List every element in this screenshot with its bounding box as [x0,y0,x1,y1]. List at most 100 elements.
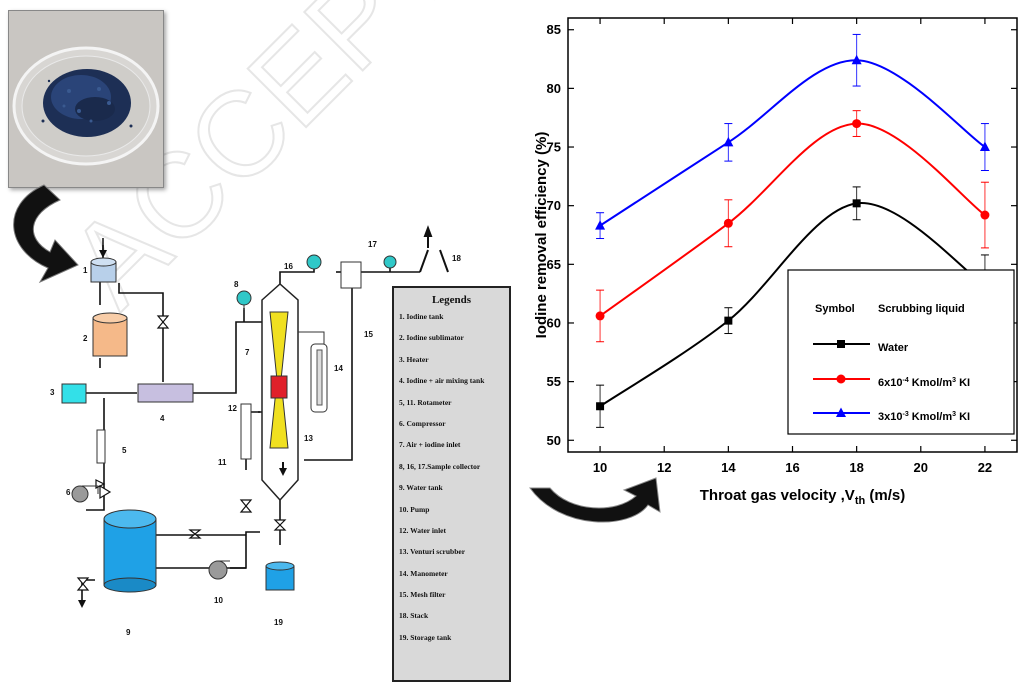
legend-header-symbol: Symbol [815,303,855,315]
sample-collector-16 [306,254,322,270]
label-5: 5 [122,446,127,455]
legend-item: 6. Compressor [399,418,446,428]
label-9: 9 [126,628,131,637]
legend-marker [836,407,846,417]
venturi-scrubber [261,282,299,502]
legend-marker [837,340,845,348]
x-axis-label: Throat gas velocity ,Vth (m/s) [700,487,905,507]
y-tick-label: 50 [547,433,561,448]
curved-arrow-diagram-to-chart [529,477,661,523]
valves [76,315,287,591]
diagram-legend-box: Legends 1. Iodine tank 2. Iodine sublima… [392,286,511,682]
legend-title: Legends [431,294,472,306]
legend-item: 13. Venturi scrubber [399,547,466,557]
legend-item: 19. Storage tank [399,632,452,642]
data-point [980,210,990,220]
y-tick-label: 85 [547,22,561,37]
data-point [595,311,605,321]
y-axis-label: Iodine removal efficiency (%) [533,132,550,339]
label-18: 18 [452,254,461,263]
legend-label: 3x10-3 Kmol/m3 KI [878,411,970,423]
venturi-scrubber-process-diagram [13,184,449,608]
y-tick-label: 80 [547,81,561,96]
water-tank [103,509,157,593]
legend-item: 18. Stack [399,611,429,621]
legend-marker [836,374,846,384]
data-point [979,141,990,152]
y-tick-label: 75 [547,140,561,155]
x-tick-label: 14 [721,460,736,475]
legend-item: 7. Air + iodine inlet [399,440,461,450]
series-line-0 [599,202,986,408]
x-tick-label: 10 [593,460,607,475]
stack [419,225,449,273]
label-13: 13 [304,434,313,443]
data-point [595,220,606,230]
iodine-crystals-photo [8,10,164,188]
label-11: 11 [218,458,227,467]
rotameter-11 [240,403,252,460]
legend-item: 5, 11. Rotameter [399,397,452,407]
data-point [851,54,862,65]
data-point [724,316,733,325]
series-line-1 [599,122,986,317]
manometer [298,331,328,413]
label-6: 6 [66,488,71,497]
label-8: 8 [234,280,239,289]
compressor [71,485,99,503]
efficiency-chart: 10 12 14 16 18 20 22 50 55 60 65 70 75 80 85 Iodine rem… [529,17,1018,523]
x-tick-label: 16 [785,460,799,475]
heater [61,383,87,404]
iodine-air-mixing-tank [137,383,194,403]
rotameter-5 [96,429,106,464]
chart-legend [787,269,1015,435]
legend-label: 6x10-4 Kmol/m3 KI [878,377,970,389]
label-15: 15 [364,330,373,339]
label-16: 16 [284,262,293,271]
legend-item: 4. Iodine + air mixing tank [399,376,485,386]
legend-header-liquid: Scrubbing liquid [878,303,965,315]
iodine-sublimator [92,312,128,357]
data-point [852,199,861,208]
label-10: 10 [214,596,223,605]
legend-item: 1. Iodine tank [399,312,444,321]
data-point [723,136,734,147]
x-tick-label: 20 [914,460,928,475]
legend-item: 14. Manometer [399,568,448,578]
legend-item: 2. Iodine sublimator [399,333,464,343]
x-tick-label: 22 [978,460,992,475]
label-7: 7 [245,348,250,357]
pump [208,560,230,580]
y-tick-label: 55 [547,374,561,389]
x-tick-label: 12 [657,460,671,475]
storage-tank [265,561,295,591]
label-12: 12 [228,404,237,413]
legend-item: 9. Water tank [399,483,443,493]
data-point [723,218,733,228]
label-1: 1 [83,266,88,275]
label-17: 17 [368,240,377,249]
legend-label: Water [878,342,909,354]
data-point [852,119,862,129]
y-tick-label: 65 [547,257,561,272]
label-2: 2 [83,334,88,343]
y-tick-label: 70 [547,198,561,213]
legend-item: 8, 16, 17.Sample collector [399,461,481,471]
y-tick-label: 60 [547,315,561,330]
data-point [596,402,605,411]
x-tick-label: 18 [849,460,863,475]
legend-item: 10. Pump [399,504,430,514]
label-4: 4 [160,414,165,423]
label-3: 3 [50,388,55,397]
mesh-filter [340,261,362,289]
legend-item: 12. Water inlet [399,525,447,535]
sample-collector-8 [236,290,252,310]
series-line-2 [599,59,986,227]
iodine-tank [90,238,117,283]
label-14: 14 [334,364,343,373]
label-19: 19 [274,618,283,627]
legend-item: 3. Heater [399,354,429,364]
sample-collector-17 [383,255,397,269]
legend-item: 15. Mesh filter [399,590,446,600]
curved-arrow-photo-to-diagram [13,184,79,284]
